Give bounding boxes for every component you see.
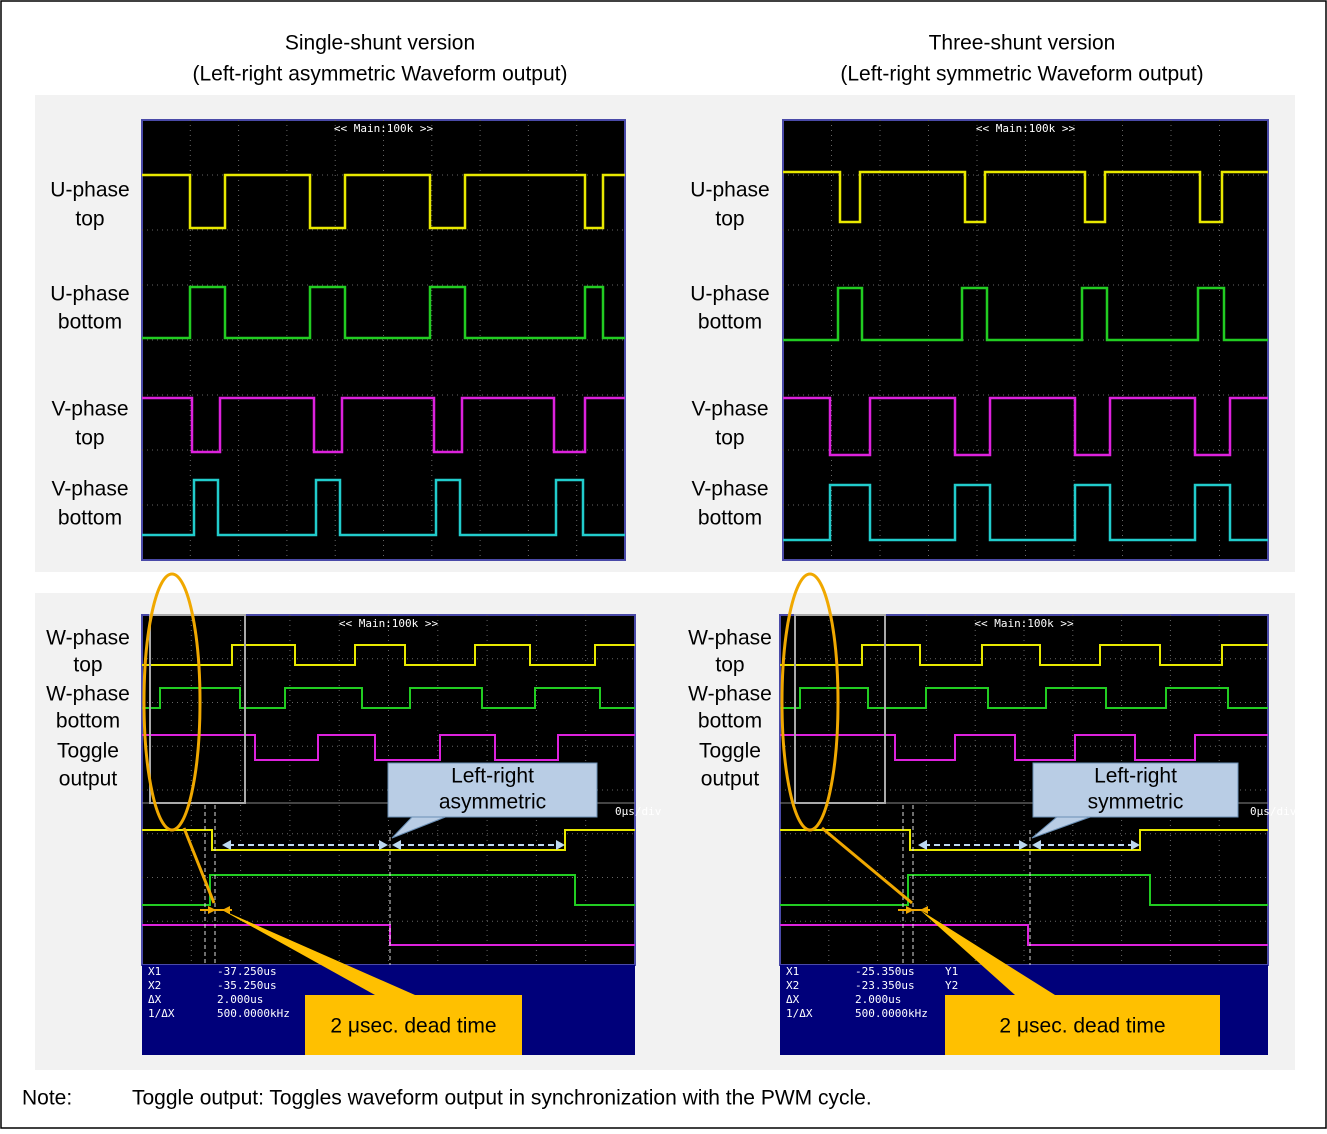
trace-label: top (715, 427, 744, 450)
scope-title: << Main:100k >> (974, 617, 1074, 630)
trace-label: bottom (698, 311, 762, 334)
trace-label: bottom (698, 710, 762, 733)
header: Three-shunt version (929, 32, 1116, 55)
trace-label: W-phase (46, 683, 130, 706)
trace-label: U-phase (50, 179, 129, 202)
trace-label: W-phase (688, 627, 772, 650)
dead-time-text: 2 μsec. dead time (330, 1015, 496, 1038)
trace-label: V-phase (51, 478, 128, 501)
readout-label: Y1 (945, 965, 958, 978)
scope-title: << Main:100k >> (976, 122, 1076, 135)
readout-label: 1/ΔX (786, 1007, 813, 1020)
trace-label: U-phase (690, 283, 769, 306)
header: Single-shunt version (285, 32, 475, 55)
trace-label: V-phase (691, 398, 768, 421)
readout-label: 1/ΔX (148, 1007, 175, 1020)
dead-time-text: 2 μsec. dead time (999, 1015, 1165, 1038)
readout-value: -35.250us (217, 979, 277, 992)
trace-label: bottom (698, 507, 762, 530)
readout-label: X1 (148, 965, 161, 978)
trace-label: W-phase (46, 627, 130, 650)
trace-label: Toggle (57, 740, 119, 763)
trace-label: top (75, 427, 104, 450)
zoom-scale: 0μs/div (1250, 805, 1297, 818)
note-label: Note: (22, 1087, 72, 1110)
trace-label: bottom (56, 710, 120, 733)
trace-label: V-phase (691, 478, 768, 501)
callout-text: asymmetric (439, 791, 546, 814)
trace-label: U-phase (690, 179, 769, 202)
callout-text: symmetric (1088, 791, 1184, 814)
trace-label: bottom (58, 311, 122, 334)
callout-text: Left-right (451, 765, 534, 788)
figure: Single-shunt version (Left-right asymmet… (0, 0, 1327, 1129)
readout-label: Y2 (945, 979, 958, 992)
trace-label: top (75, 208, 104, 231)
header: (Left-right symmetric Waveform output) (840, 63, 1203, 86)
note-text: Toggle output: Toggles waveform output i… (132, 1087, 872, 1110)
trace-label: U-phase (50, 283, 129, 306)
readout-value: -23.350us (855, 979, 915, 992)
header: (Left-right asymmetric Waveform output) (193, 63, 568, 86)
readout-label: X2 (786, 979, 799, 992)
readout-label: ΔX (786, 993, 800, 1006)
readout-value: -37.250us (217, 965, 277, 978)
readout-value: 500.0000kHz (855, 1007, 928, 1020)
trace-label: bottom (58, 507, 122, 530)
trace-label: V-phase (51, 398, 128, 421)
trace-label: output (701, 768, 760, 791)
trace-label: top (715, 654, 744, 677)
callout-text: Left-right (1094, 765, 1177, 788)
readout-label: X1 (786, 965, 799, 978)
readout-value: 2.000us (855, 993, 901, 1006)
readout-label: ΔX (148, 993, 162, 1006)
trace-label: output (59, 768, 118, 791)
scope-title: << Main:100k >> (339, 617, 439, 630)
trace-label: top (73, 654, 102, 677)
readout-value: -25.350us (855, 965, 915, 978)
trace-label: W-phase (688, 683, 772, 706)
readout-value: 500.0000kHz (217, 1007, 290, 1020)
zoom-scale: 0μs/div (615, 805, 662, 818)
trace-label: Toggle (699, 740, 761, 763)
readout-label: X2 (148, 979, 161, 992)
scope-title: << Main:100k >> (334, 122, 434, 135)
trace-label: top (715, 208, 744, 231)
readout-value: 2.000us (217, 993, 263, 1006)
